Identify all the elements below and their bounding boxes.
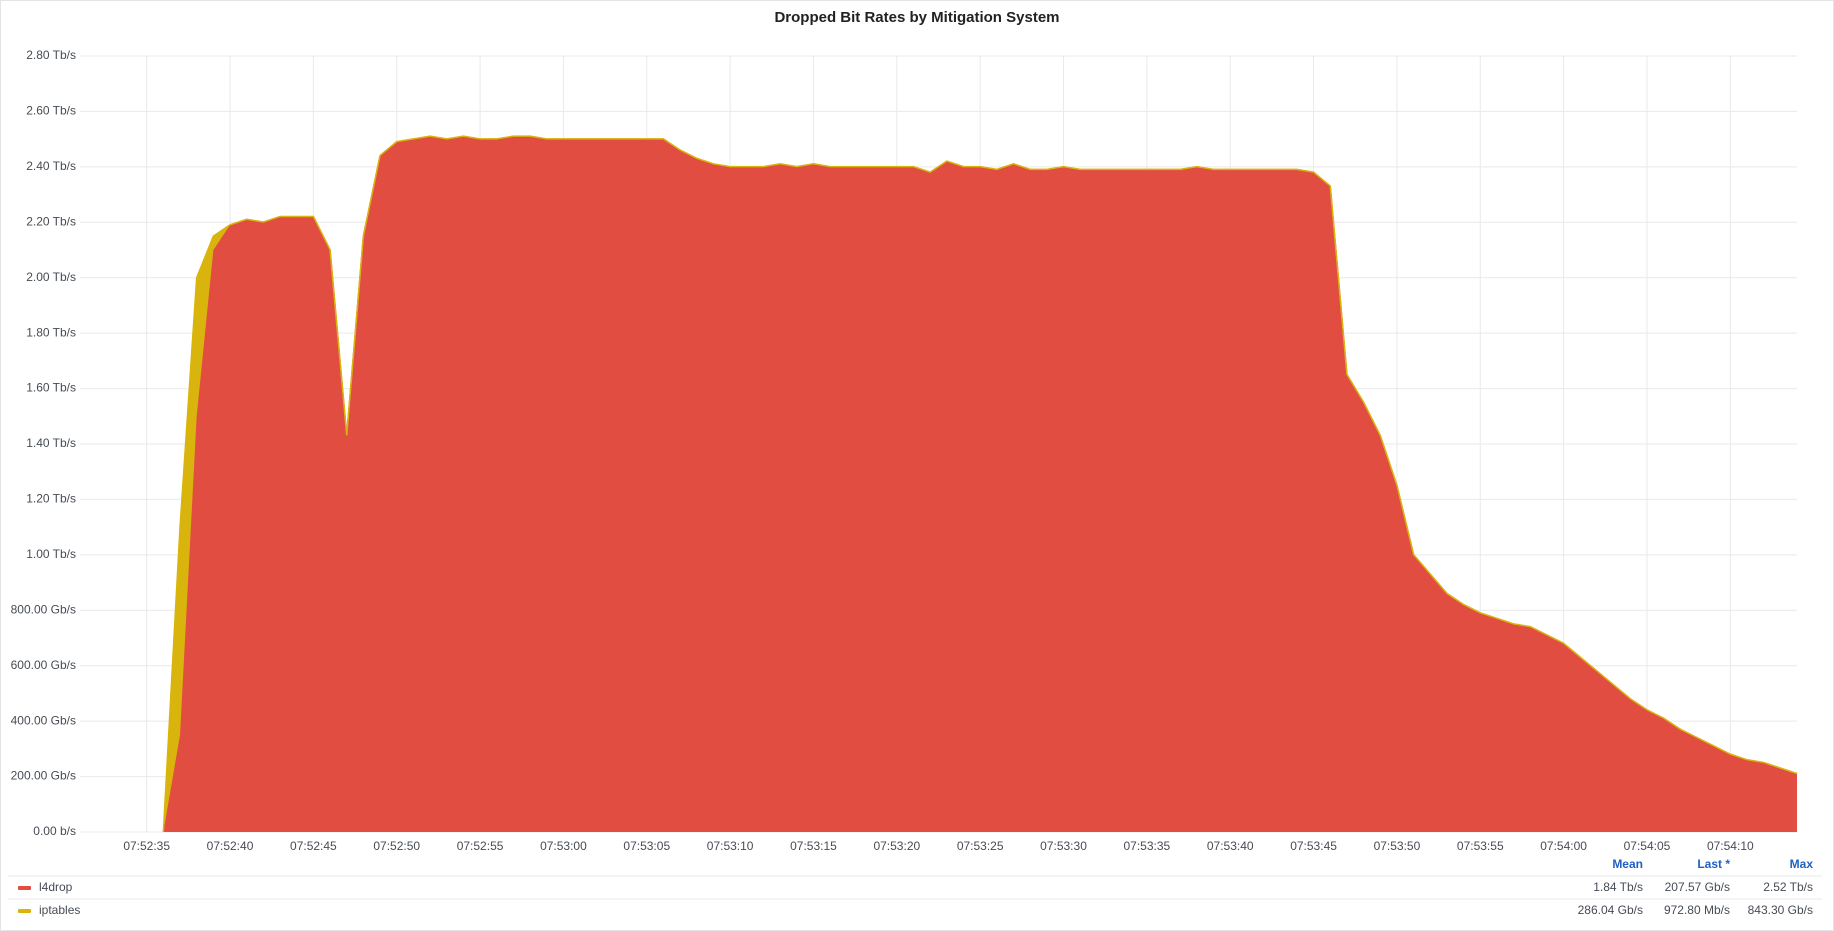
x-tick-label: 07:53:00 [540,839,587,853]
legend-column-header: Mean [1612,857,1643,871]
y-tick-label: 2.20 Tb/s [26,214,76,228]
y-tick-label: 200.00 Gb/s [11,769,76,783]
legend-stat: 2.52 Tb/s [1763,880,1813,894]
legend-swatch [18,909,31,913]
y-tick-label: 1.00 Tb/s [26,547,76,561]
x-tick-label: 07:53:45 [1290,839,1337,853]
x-tick-label: 07:53:40 [1207,839,1254,853]
x-tick-label: 07:54:10 [1707,839,1754,853]
x-tick-label: 07:53:25 [957,839,1004,853]
legend-label: l4drop [39,880,73,894]
y-tick-label: 800.00 Gb/s [11,602,76,616]
x-tick-label: 07:53:55 [1457,839,1504,853]
y-tick-label: 2.60 Tb/s [26,104,76,118]
x-tick-label: 07:53:15 [790,839,837,853]
x-tick-label: 07:53:20 [873,839,920,853]
x-tick-label: 07:52:50 [373,839,420,853]
y-tick-label: 600.00 Gb/s [11,658,76,672]
y-tick-label: 1.20 Tb/s [26,492,76,506]
area [163,136,1798,832]
x-tick-label: 07:52:40 [207,839,254,853]
x-tick-label: 07:53:35 [1124,839,1171,853]
legend-swatch [18,886,31,890]
y-tick-label: 2.40 Tb/s [26,159,76,173]
y-tick-label: 2.00 Tb/s [26,270,76,284]
x-tick-label: 07:54:00 [1540,839,1587,853]
legend-column-header: Max [1790,857,1814,871]
x-tick-label: 07:53:50 [1374,839,1421,853]
line [162,135,1798,833]
legend-stat: 207.57 Gb/s [1665,880,1730,894]
x-tick-label: 07:53:10 [707,839,754,853]
x-tick-label: 07:54:05 [1624,839,1671,853]
x-tick-label: 07:52:35 [123,839,170,853]
y-tick-label: 1.80 Tb/s [26,325,76,339]
legend-stat: 1.84 Tb/s [1593,880,1643,894]
y-tick-label: 2.80 Tb/s [26,48,76,62]
y-tick-label: 0.00 b/s [33,824,76,838]
legend-stat: 972.80 Mb/s [1664,903,1730,917]
x-tick-label: 07:53:05 [623,839,670,853]
y-tick-label: 1.40 Tb/s [26,436,76,450]
y-tick-label: 400.00 Gb/s [11,713,76,727]
legend-stat: 843.30 Gb/s [1748,903,1813,917]
legend-label: iptables [39,903,80,917]
legend-column-header: Last * [1697,857,1730,871]
chart-title: Dropped Bit Rates by Mitigation System [774,9,1059,26]
x-tick-label: 07:52:55 [457,839,504,853]
x-tick-label: 07:53:30 [1040,839,1087,853]
x-tick-label: 07:52:45 [290,839,337,853]
legend-stat: 286.04 Gb/s [1578,903,1643,917]
y-tick-label: 1.60 Tb/s [26,381,76,395]
